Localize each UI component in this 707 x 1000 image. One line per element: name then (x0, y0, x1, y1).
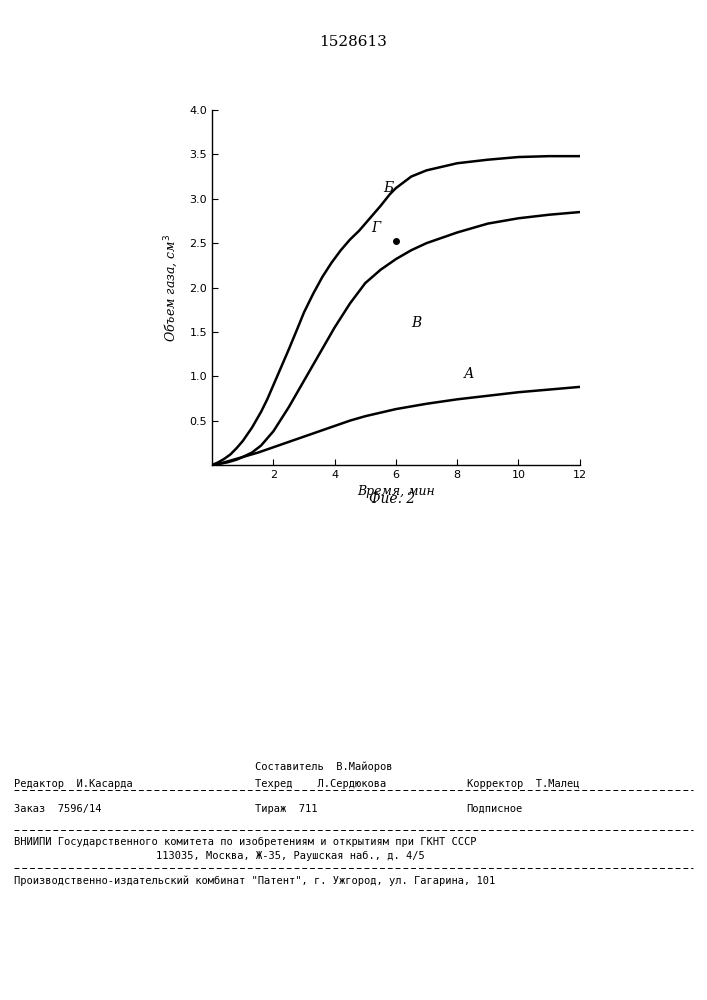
Text: Фие. 2: Фие. 2 (369, 492, 416, 506)
Text: Б: Б (384, 181, 394, 195)
Text: Подписное: Подписное (467, 804, 523, 814)
Text: 1528613: 1528613 (320, 35, 387, 49)
Text: Производственно-издательский комбинат "Патент", г. Ужгород, ул. Гагарина, 101: Производственно-издательский комбинат "П… (14, 875, 496, 886)
Text: Корректор  Т.Малец: Корректор Т.Малец (467, 779, 579, 789)
Text: В: В (411, 316, 421, 330)
Text: Техред    Л.Сердюкова: Техред Л.Сердюкова (255, 779, 386, 789)
Text: Г: Г (371, 221, 380, 235)
Y-axis label: Объем газа, см$^3$: Объем газа, см$^3$ (163, 233, 181, 342)
Text: Редактор  И.Касарда: Редактор И.Касарда (14, 779, 133, 789)
Text: 113035, Москва, Ж-35, Раушская наб., д. 4/5: 113035, Москва, Ж-35, Раушская наб., д. … (156, 851, 424, 861)
Text: Составитель  В.Майоров: Составитель В.Майоров (255, 762, 392, 772)
Text: Тираж  711: Тираж 711 (255, 804, 317, 814)
Text: Заказ  7596/14: Заказ 7596/14 (14, 804, 102, 814)
Text: А: А (463, 367, 474, 381)
X-axis label: Время, мин: Время, мин (357, 485, 435, 498)
Text: ВНИИПИ Государственного комитета по изобретениям и открытиям при ГКНТ СССР: ВНИИПИ Государственного комитета по изоб… (14, 837, 477, 847)
